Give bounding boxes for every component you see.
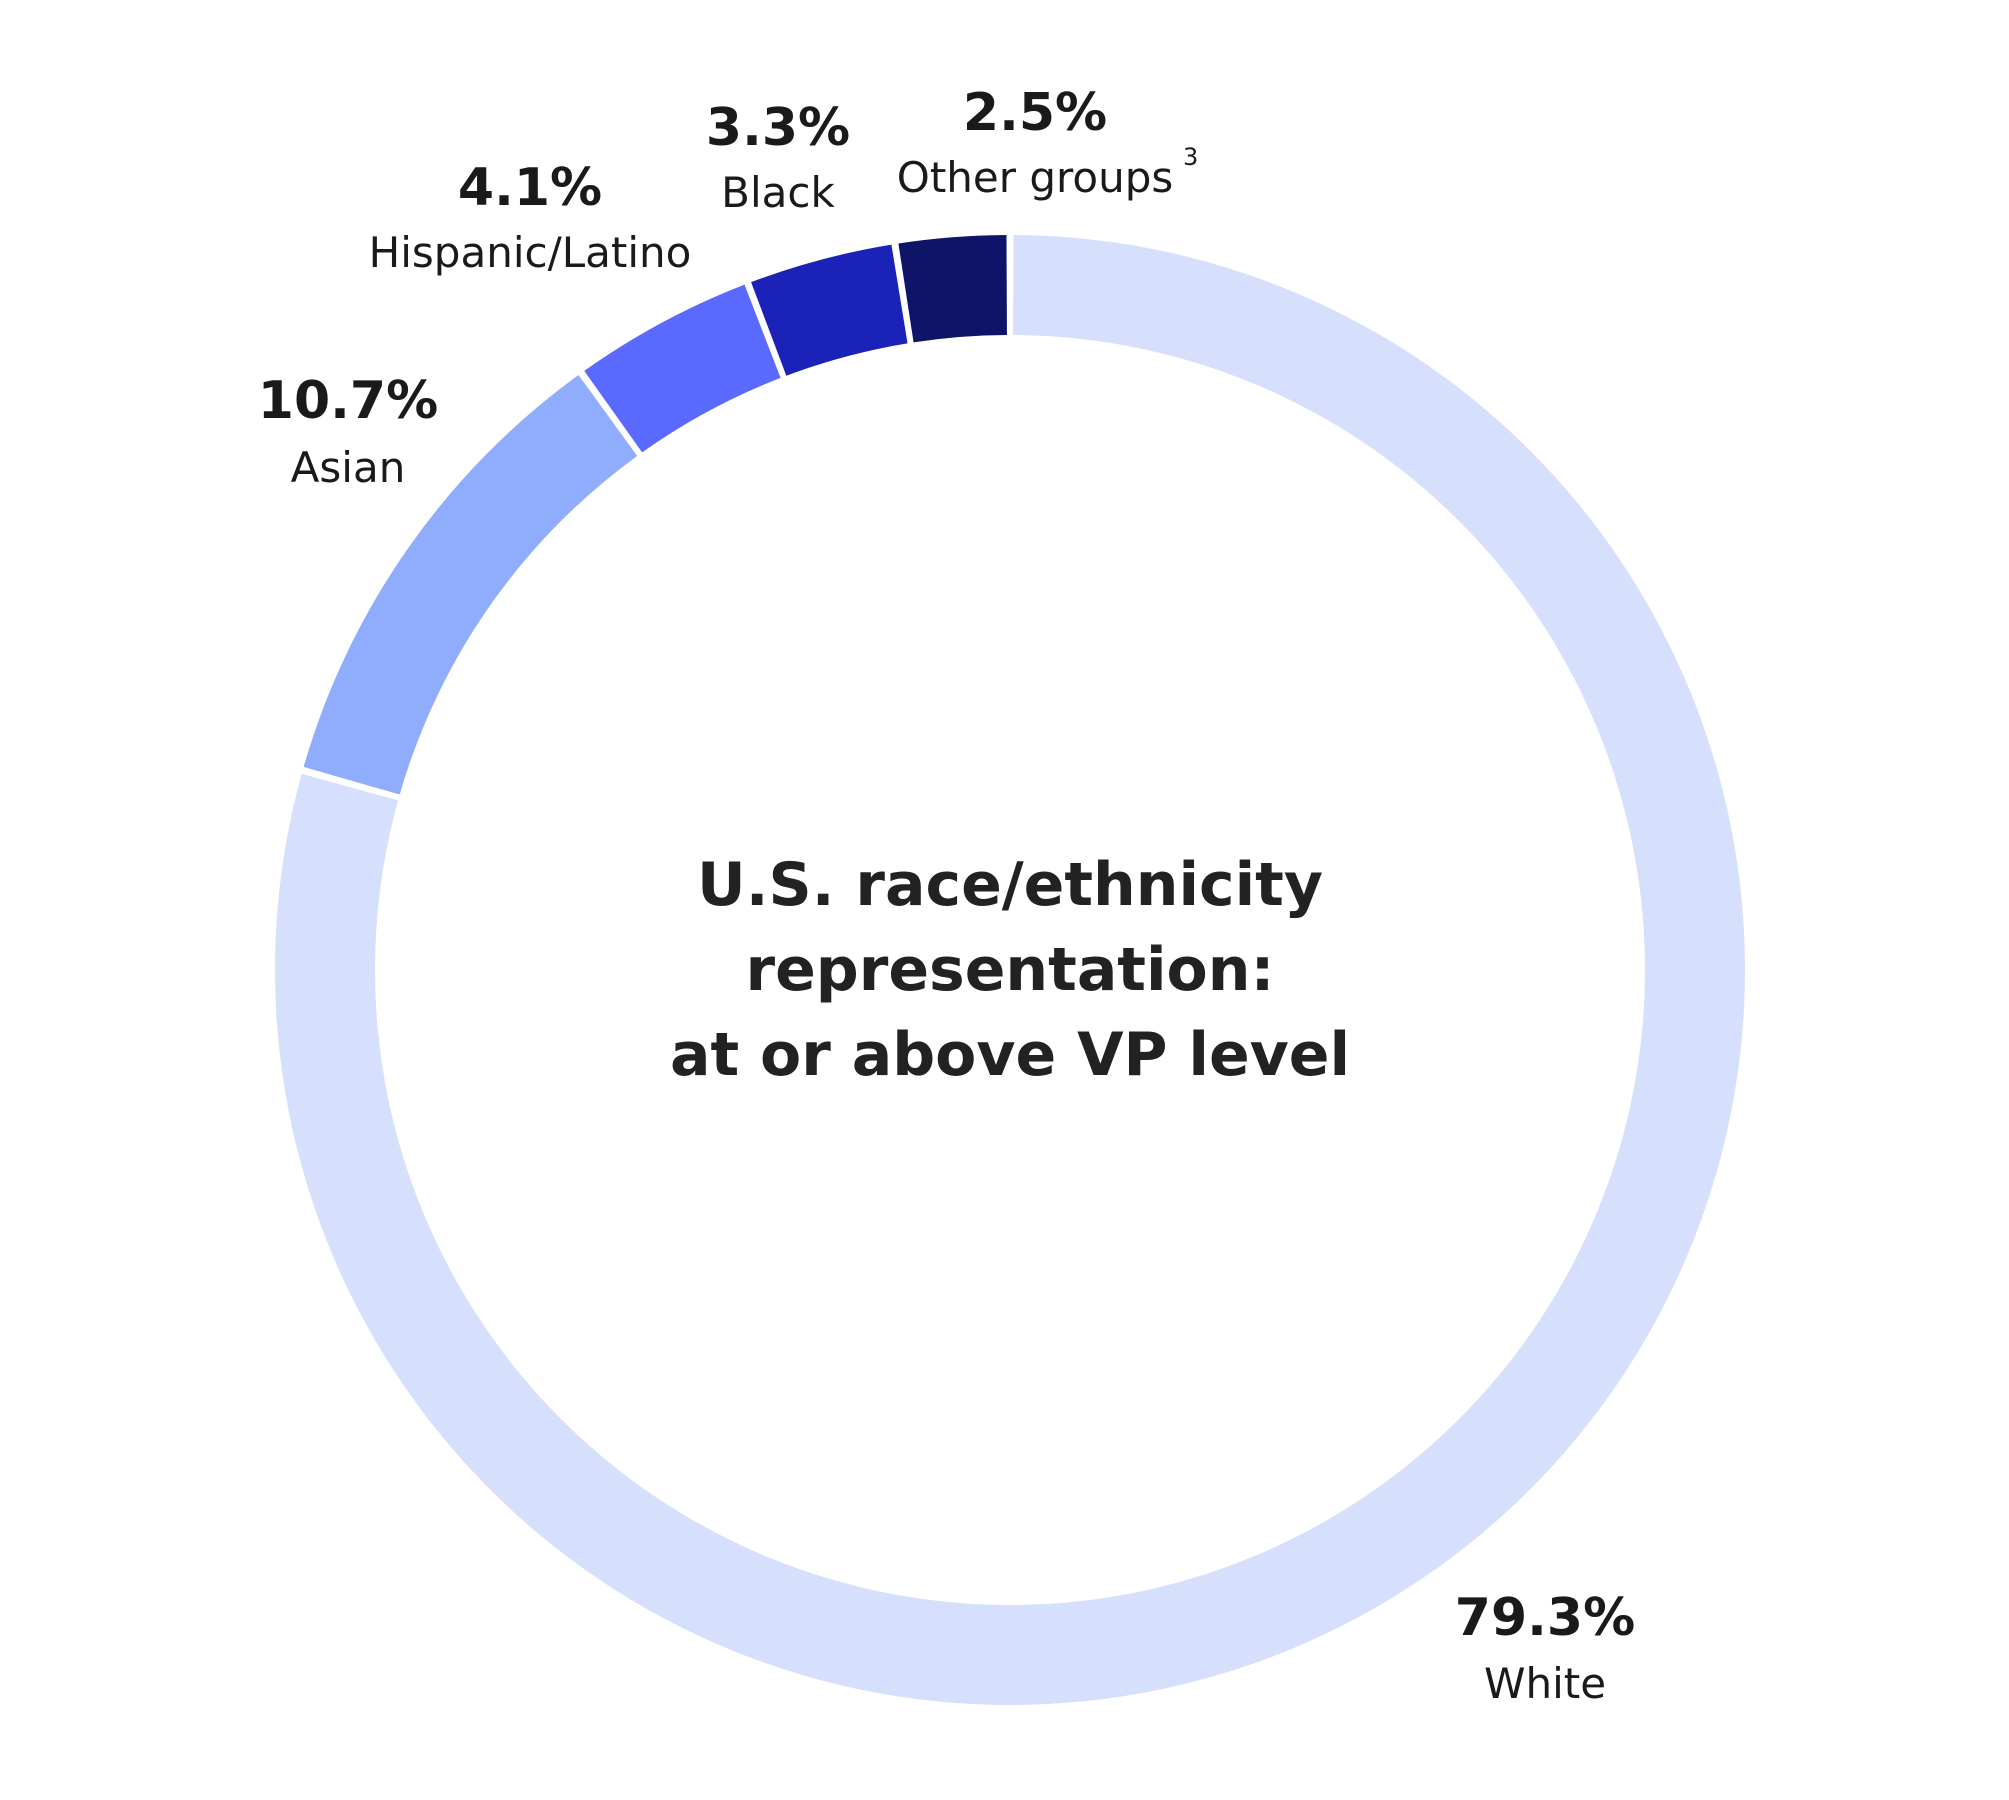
slice-label-black: Black <box>721 168 835 217</box>
footnote-marker-other-groups: 3 <box>1183 143 1198 171</box>
donut-slice-hispanic-latino <box>584 284 781 453</box>
slice-label-asian: Asian <box>291 443 406 492</box>
slice-value-black: 3.3% <box>706 98 850 158</box>
slice-value-asian: 10.7% <box>258 371 438 431</box>
slice-label-white: White <box>1484 1659 1606 1708</box>
slice-value-other-groups: 2.5% <box>963 83 1107 143</box>
slice-value-hispanic-latino: 4.1% <box>458 158 602 218</box>
donut-slice-black <box>751 244 908 376</box>
chart-title-line-2: representation: <box>746 935 1275 1005</box>
donut-slice-asian <box>303 375 638 795</box>
slice-value-white: 79.3% <box>1455 1588 1635 1648</box>
chart-title-line-3: at or above VP level <box>670 1020 1350 1090</box>
chart-title-line-1: U.S. race/ethnicity <box>697 850 1323 920</box>
slice-label-hispanic-latino: Hispanic/Latino <box>369 228 692 277</box>
slice-label-other-groups: Other groups <box>897 153 1173 202</box>
donut-slices <box>275 235 1746 1705</box>
donut-slice-other-groups <box>898 235 1007 343</box>
